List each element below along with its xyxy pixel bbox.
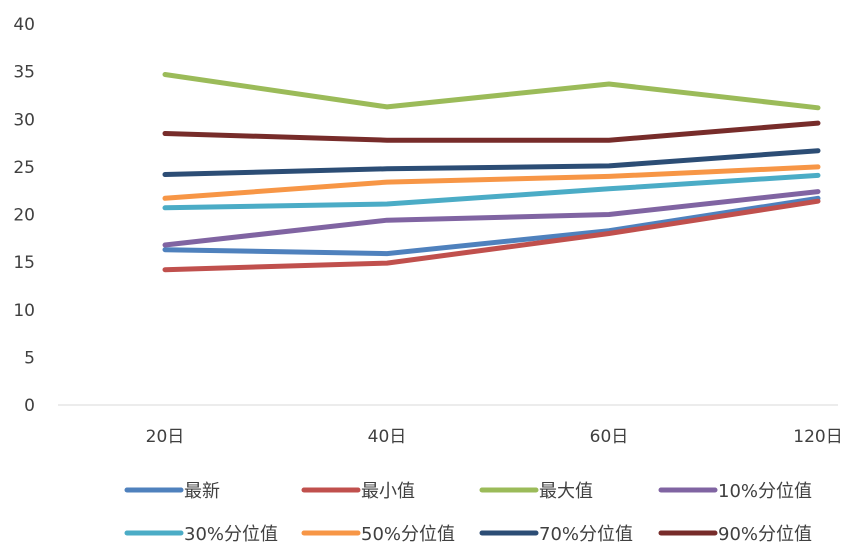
series-line: [162, 164, 821, 201]
legend-label: 10%分位值: [718, 481, 812, 502]
legend-label: 50%分位值: [361, 524, 455, 545]
legend-item: 最大值: [479, 481, 593, 502]
series-line: [162, 120, 821, 143]
series-line: [162, 148, 821, 177]
series-line: [162, 72, 821, 111]
y-tick-label: 10: [13, 301, 35, 321]
x-tick-label: 60日: [590, 427, 629, 447]
legend-item: 10%分位值: [658, 481, 812, 502]
legend-item: 70%分位值: [479, 524, 633, 545]
y-tick-label: 25: [13, 158, 35, 178]
legend-label: 最新: [184, 481, 220, 502]
y-tick-label: 35: [13, 63, 35, 83]
plot-area: [162, 72, 821, 273]
legend-item: 90%分位值: [658, 524, 812, 545]
y-axis: 0 5 10 15 20 25 30 35 40: [13, 15, 35, 416]
y-tick-label: 0: [24, 396, 35, 416]
y-tick-label: 40: [13, 15, 35, 35]
legend-label: 最大值: [539, 481, 593, 502]
series-line: [162, 195, 821, 257]
y-tick-label: 15: [13, 253, 35, 273]
legend-item: 最新: [124, 481, 220, 502]
legend-item: 30%分位值: [124, 524, 278, 545]
legend-item: 最小值: [301, 481, 415, 502]
legend-label: 30%分位值: [184, 524, 278, 545]
series-line: [162, 172, 821, 211]
y-tick-label: 30: [13, 110, 35, 130]
series-line: [162, 189, 821, 248]
legend: 最新 最小值 最大值 10%分位值 30%分位值 50%分位值 70%分位值 90%分位值: [124, 481, 812, 545]
legend-label: 最小值: [361, 481, 415, 502]
x-tick-label: 120日: [793, 427, 842, 447]
y-tick-label: 5: [24, 348, 35, 368]
series-line: [162, 198, 821, 273]
legend-label: 90%分位值: [718, 524, 812, 545]
x-tick-label: 40日: [368, 427, 407, 447]
y-tick-label: 20: [13, 206, 35, 226]
x-axis: 20日 40日 60日 120日: [146, 427, 843, 447]
x-tick-label: 20日: [146, 427, 185, 447]
legend-item: 50%分位值: [301, 524, 455, 545]
legend-label: 70%分位值: [539, 524, 633, 545]
